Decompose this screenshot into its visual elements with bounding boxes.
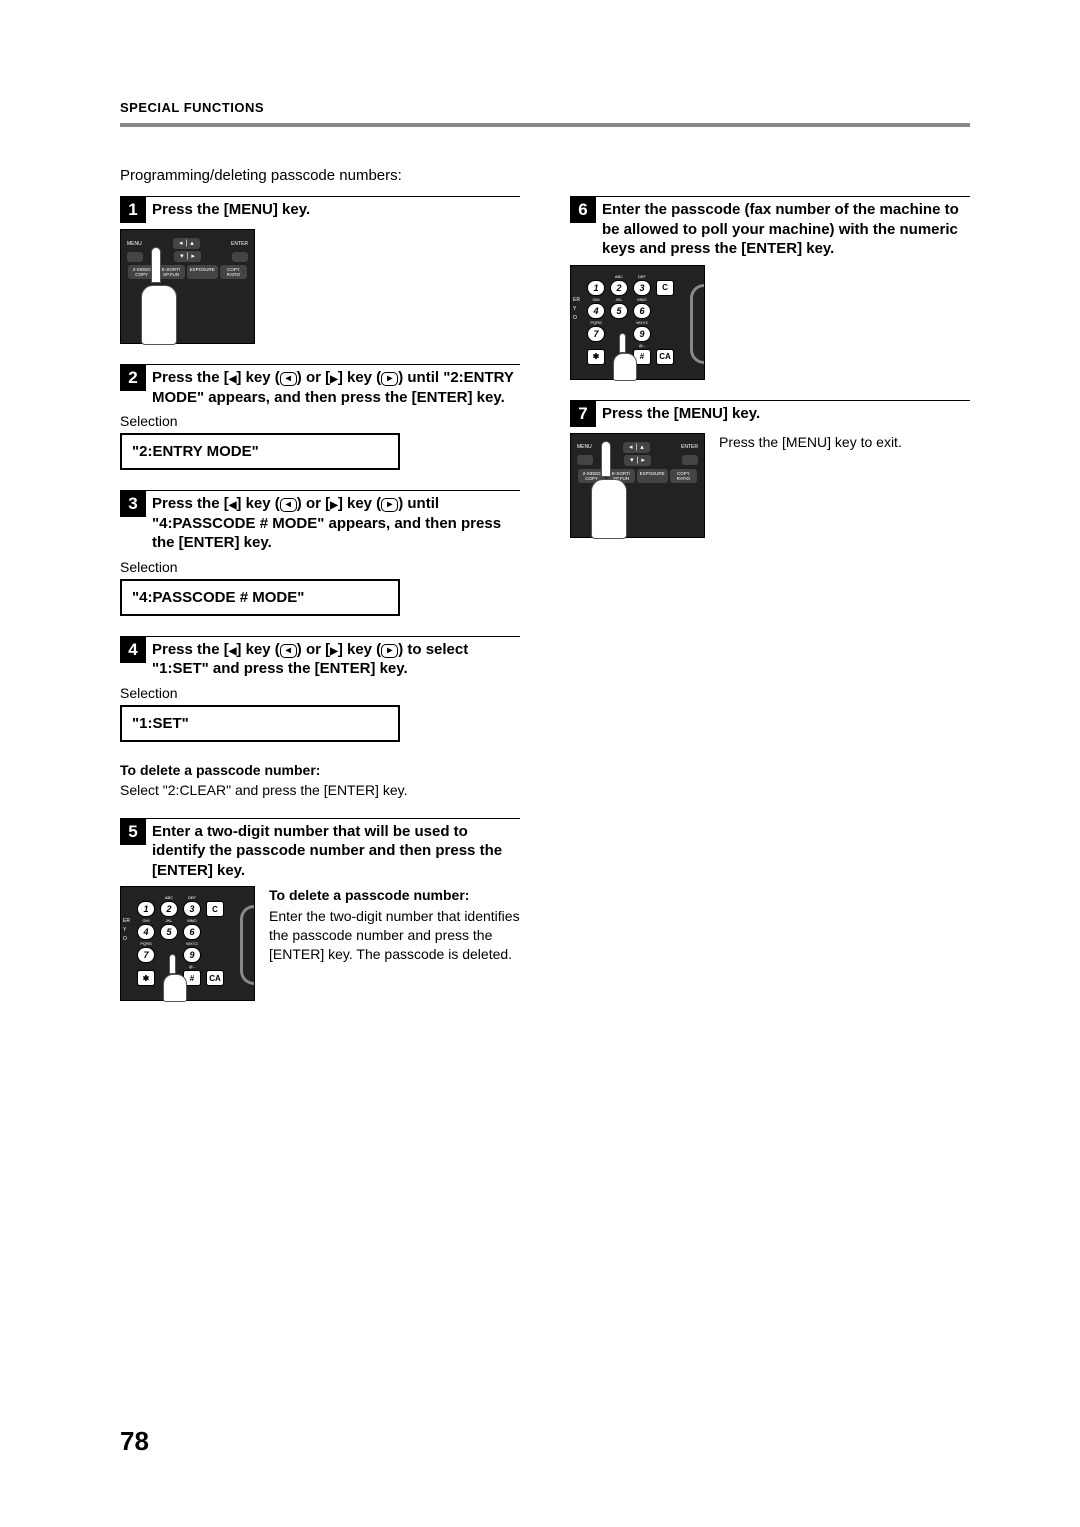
enter-label: ENTER (231, 241, 248, 247)
dial-ring-icon (690, 284, 704, 364)
step-title: Press the [MENU] key. (152, 197, 310, 220)
ca-key: CA (206, 970, 224, 986)
selection-label: Selection (120, 413, 520, 429)
header-section: SPECIAL FUNCTIONS (120, 100, 970, 115)
keypad-key: 7 (587, 326, 605, 342)
step-number: 5 (120, 819, 146, 845)
key-icon: ◂ (280, 372, 297, 386)
keypad-panel: ERYO ABCDEF 1 2 3 C GHIJKLMNO 4 5 6 (570, 265, 705, 380)
menu-label: MENU (577, 444, 592, 450)
hand-icon (611, 343, 641, 379)
keypad-key: 6 (633, 303, 651, 319)
step-number: 4 (120, 637, 146, 663)
sub-note-text: Select "2:CLEAR" and press the [ENTER] k… (120, 782, 520, 798)
keypad-note: To delete a passcode number: Enter the t… (269, 886, 520, 1001)
keypad-key: ✱ (587, 349, 605, 365)
ca-key: CA (656, 349, 674, 365)
step-2: 2 Press the [] key (◂) or [] key (▸) unt… (120, 364, 520, 470)
keypad-panel: ERYO ABCDEF 1 2 3 C GHIJKLMNO 4 5 (120, 886, 255, 1001)
keypad-key: ✱ (137, 970, 155, 986)
keypad-key: 2 (160, 901, 178, 917)
left-column: 1 Press the [MENU] key. MENU ◂|▴ ENTER ▾… (120, 196, 520, 1021)
keypad-key: 3 (633, 280, 651, 296)
menu-label: MENU (127, 241, 142, 247)
section-header: SPECIAL FUNCTIONS (120, 100, 970, 115)
step-number: 1 (120, 197, 146, 223)
step-1: 1 Press the [MENU] key. MENU ◂|▴ ENTER ▾… (120, 196, 520, 344)
step-number: 7 (570, 401, 596, 427)
step-title: Press the [] key (◂) or [] key (▸) until… (152, 491, 520, 553)
key-icon: ▸ (381, 372, 398, 386)
key-icon: ◂ (280, 644, 297, 658)
keypad-key: 6 (183, 924, 201, 940)
hand-icon (139, 275, 179, 343)
panel-btn: EXPOSURE (637, 469, 668, 483)
columns: 1 Press the [MENU] key. MENU ◂|▴ ENTER ▾… (120, 196, 970, 1021)
right-column: 6 Enter the passcode (fax number of the … (570, 196, 970, 1021)
step-title: Enter the passcode (fax number of the ma… (602, 197, 970, 259)
arrow-buttons-2: ▾|▸ (174, 251, 201, 262)
page: SPECIAL FUNCTIONS Programming/deleting p… (120, 100, 970, 1467)
header-rule (120, 123, 970, 127)
keypad-key: 5 (610, 303, 628, 319)
display-box: "1:SET" (120, 705, 400, 742)
exit-note: Press the [MENU] key to exit. (719, 433, 970, 552)
enter-label: ENTER (681, 444, 698, 450)
step-number: 6 (570, 197, 596, 223)
keypad-key: 9 (633, 326, 651, 342)
display-box: "2:ENTRY MODE" (120, 433, 400, 470)
right-arrow-icon (330, 495, 338, 512)
hand-icon (589, 469, 629, 537)
clear-key: C (206, 901, 224, 917)
step-5: 5 Enter a two-digit number that will be … (120, 818, 520, 1002)
arrow-buttons: ◂|▴ (623, 442, 650, 453)
selection-label: Selection (120, 559, 520, 575)
keypad-key: 9 (183, 947, 201, 963)
intro-text: Programming/deleting passcode numbers: (120, 167, 970, 184)
display-box: "4:PASSCODE # MODE" (120, 579, 400, 616)
panel-btn: COPY RATIO (220, 265, 247, 279)
menu-figure-row: MENU ◂|▴ ENTER ▾|▸ 2-SIDED COPY E-SORT/ … (570, 433, 970, 552)
keypad-key: 2 (610, 280, 628, 296)
keypad-figure: ERYO ABCDEF 1 2 3 C GHIJKLMNO 4 5 (120, 886, 520, 1001)
page-number: 78 (120, 1426, 149, 1457)
keypad-key: 5 (160, 924, 178, 940)
step-title: Press the [] key (◂) or [] key (▸) to se… (152, 637, 520, 679)
selection-label: Selection (120, 685, 520, 701)
step-number: 2 (120, 365, 146, 391)
arrow-buttons-2: ▾|▸ (624, 455, 651, 466)
keypad-key: 4 (137, 924, 155, 940)
keypad-key: 1 (587, 280, 605, 296)
menu-panel-figure: MENU ◂|▴ ENTER ▾|▸ 2-SIDED COPY E-SORT/ … (120, 229, 255, 344)
step-title: Press the [MENU] key. (602, 401, 760, 424)
step-number: 3 (120, 491, 146, 517)
step-4: 4 Press the [] key (◂) or [] key (▸) to … (120, 636, 520, 798)
right-arrow-icon (330, 369, 338, 386)
step-6: 6 Enter the passcode (fax number of the … (570, 196, 970, 380)
keypad-side-labels: ERYO (573, 296, 580, 323)
panel-btn: EXPOSURE (187, 265, 218, 279)
step-7: 7 Press the [MENU] key. MENU ◂|▴ ENTER ▾… (570, 400, 970, 552)
keypad-key: 3 (183, 901, 201, 917)
sub-note: To delete a passcode number: (120, 762, 520, 778)
step-title: Press the [] key (◂) or [] key (▸) until… (152, 365, 520, 407)
keypad-key: 7 (137, 947, 155, 963)
key-icon: ▸ (381, 498, 398, 512)
arrow-buttons: ◂|▴ (173, 238, 200, 249)
dial-ring-icon (240, 905, 254, 985)
key-icon: ▸ (381, 644, 398, 658)
right-arrow-icon (330, 641, 338, 658)
menu-panel-figure: MENU ◂|▴ ENTER ▾|▸ 2-SIDED COPY E-SORT/ … (570, 433, 705, 538)
hand-icon (161, 964, 191, 1000)
step-3: 3 Press the [] key (◂) or [] key (▸) unt… (120, 490, 520, 616)
step-title: Enter a two-digit number that will be us… (152, 819, 520, 881)
clear-key: C (656, 280, 674, 296)
keypad-side-labels: ERYO (123, 917, 130, 944)
keypad-key: 1 (137, 901, 155, 917)
panel-btn: COPY RATIO (670, 469, 697, 483)
key-icon: ◂ (280, 498, 297, 512)
keypad-key: 4 (587, 303, 605, 319)
